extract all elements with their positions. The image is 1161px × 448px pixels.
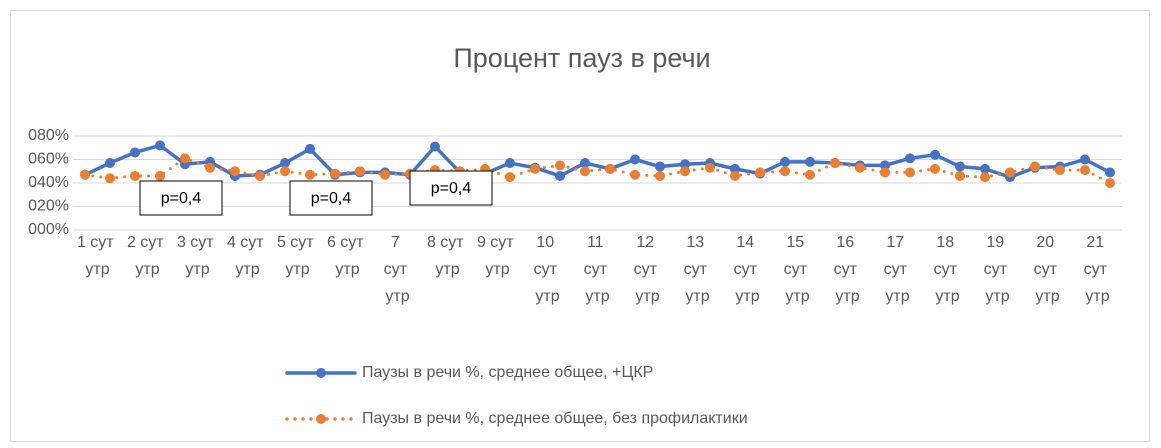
data-point [280, 166, 290, 177]
legend-marker [316, 368, 326, 378]
data-point [580, 166, 590, 177]
data-point [730, 163, 740, 174]
data-point [805, 156, 815, 167]
legend-label: Паузы в речи %, среднее общее, без профи… [362, 410, 748, 427]
y-tick-label: 000% [28, 221, 69, 238]
data-point [780, 166, 790, 177]
data-point [955, 161, 965, 172]
legend-marker [316, 414, 326, 424]
data-point [855, 162, 865, 173]
x-tick-label: 21 сут утр [1084, 234, 1112, 305]
data-point [505, 158, 515, 169]
data-point [980, 163, 990, 174]
data-point [1005, 167, 1015, 178]
y-tick-label: 080% [28, 127, 69, 144]
data-point [880, 167, 890, 178]
x-tick-label: 9 сут утр [477, 234, 518, 278]
data-point [105, 158, 115, 169]
data-point [555, 170, 565, 181]
data-point [155, 140, 165, 151]
data-point [730, 170, 740, 181]
x-tick-label: 12 сут утр [634, 234, 662, 305]
x-tick-label: 11 сут утр [584, 234, 612, 305]
data-point [930, 149, 940, 160]
x-tick-label: 14 сут утр [734, 234, 762, 305]
x-tick-label: 17 сут утр [884, 234, 912, 305]
data-point [980, 172, 990, 183]
x-tick-label: 6 сут утр [327, 234, 368, 278]
x-tick-label: 3 сут утр [177, 234, 218, 278]
y-tick-label: 060% [28, 151, 69, 168]
data-point [1055, 165, 1065, 176]
data-point [1080, 165, 1090, 176]
annotation: p=0,4 [161, 190, 202, 207]
data-point [1030, 161, 1040, 172]
data-point [305, 143, 315, 154]
x-tick-label: 2 сут утр [127, 234, 168, 278]
annotation: p=0,4 [431, 180, 472, 197]
data-point [905, 167, 915, 178]
data-point [630, 154, 640, 165]
data-point [105, 173, 115, 184]
data-point [830, 158, 840, 169]
data-point [680, 166, 690, 177]
x-tick-label: 4 сут утр [227, 234, 268, 278]
annotation-box [409, 170, 493, 206]
data-point [905, 153, 915, 164]
data-point [330, 168, 340, 179]
x-tick-label: 7 сут утр [384, 234, 412, 305]
y-tick-label: 020% [28, 198, 69, 215]
chart-title: Процент пауз в речи [453, 43, 710, 73]
data-point [380, 169, 390, 180]
annotation-box [139, 180, 223, 216]
data-point [1105, 167, 1115, 178]
data-point [255, 170, 265, 181]
x-tick-label: 13 сут утр [684, 234, 712, 305]
data-point [130, 170, 140, 181]
data-point [580, 158, 590, 169]
data-point [630, 169, 640, 180]
data-point [155, 170, 165, 181]
x-tick-label: 19 сут утр [984, 234, 1012, 305]
data-point [230, 166, 240, 177]
data-point [880, 160, 890, 171]
data-point [355, 166, 365, 177]
annotation-box [289, 180, 373, 216]
x-tick-label: 20 сут утр [1034, 234, 1062, 305]
data-point [930, 163, 940, 174]
data-point [305, 169, 315, 180]
data-point [755, 167, 765, 178]
x-tick-label: 15 сут утр [784, 234, 812, 305]
data-point [180, 153, 190, 164]
data-point [655, 161, 665, 172]
data-point [555, 160, 565, 171]
data-point [805, 169, 815, 180]
data-point [1080, 154, 1090, 165]
data-point [655, 170, 665, 181]
chart-frame [10, 10, 1150, 442]
data-point [130, 147, 140, 158]
data-point [530, 163, 540, 174]
x-tick-label: 5 сут утр [277, 234, 318, 278]
data-point [1105, 178, 1115, 188]
data-point [80, 169, 90, 180]
y-tick-label: 040% [28, 174, 69, 191]
data-point [205, 162, 215, 173]
data-point [705, 162, 715, 173]
x-tick-label: 1 сут утр [77, 234, 118, 278]
x-tick-label: 16 сут утр [834, 234, 862, 305]
data-point [430, 141, 440, 152]
annotation: p=0,4 [311, 190, 352, 207]
data-point [605, 163, 615, 174]
data-point [955, 170, 965, 181]
legend-label: Паузы в речи %, среднее общее, +ЦКР [362, 364, 653, 381]
x-tick-label: 8 сут утр [427, 234, 468, 278]
data-point [505, 172, 515, 183]
x-tick-label: 18 сут утр [934, 234, 962, 305]
data-point [680, 159, 690, 170]
data-point [780, 156, 790, 167]
data-point [280, 158, 290, 169]
x-tick-label: 10 сут утр [534, 234, 562, 305]
